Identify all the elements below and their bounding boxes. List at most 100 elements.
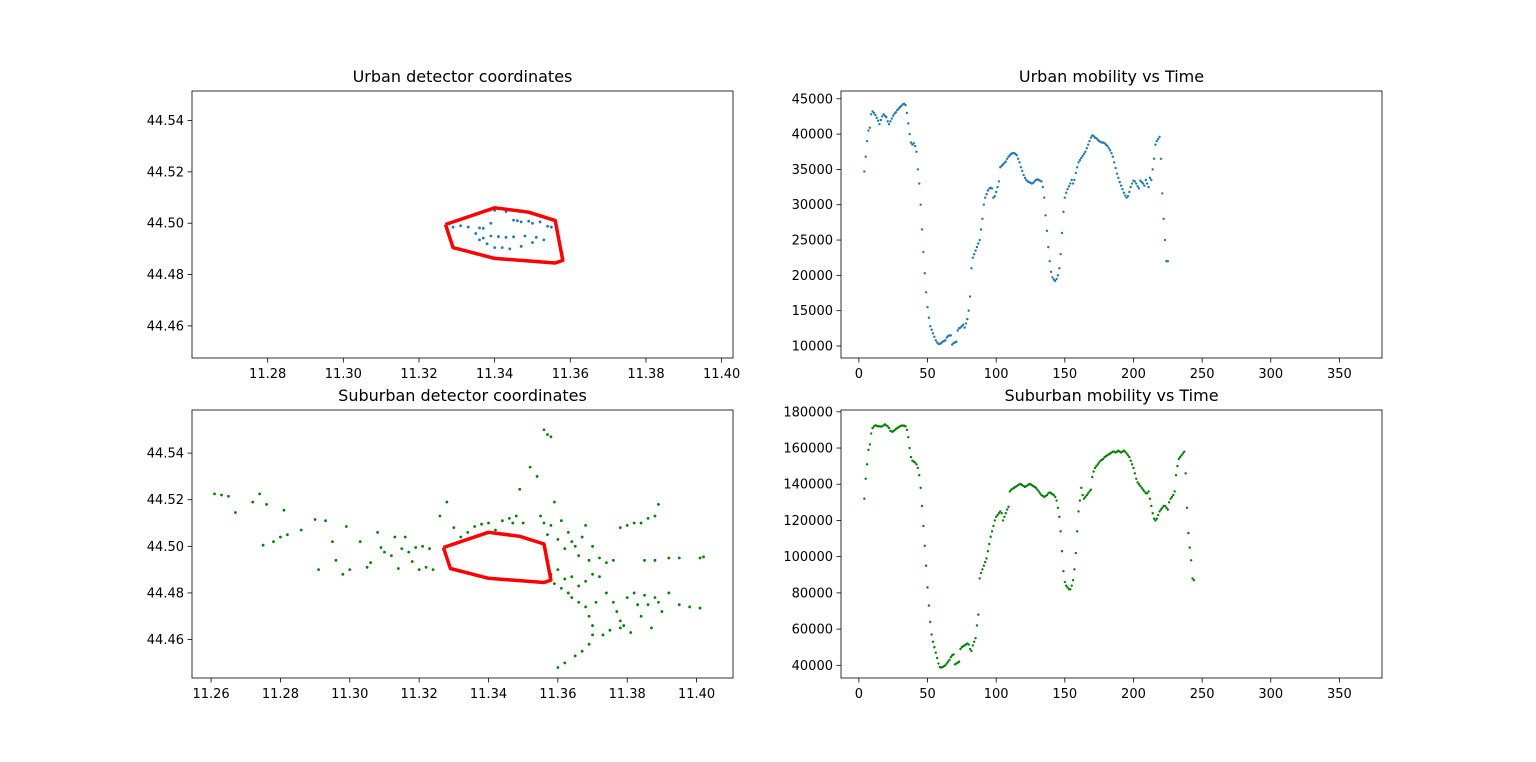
suburban-mobility-point xyxy=(1004,512,1007,515)
suburban-coords-point xyxy=(473,525,477,528)
urban-coords-point xyxy=(550,225,553,229)
suburban-coords-y-tick-label: 44.46 xyxy=(147,633,184,648)
suburban-mobility-point xyxy=(957,660,961,663)
suburban-mobility-point xyxy=(946,660,950,663)
suburban-mobility-point xyxy=(1080,486,1083,490)
suburban-coords-y-tick-label: 44.52 xyxy=(147,493,184,508)
urban-mobility-point xyxy=(981,217,984,221)
suburban-coords-point xyxy=(459,535,463,539)
urban-mobility-point xyxy=(926,305,929,309)
suburban-mobility-y-tick-label: 60000 xyxy=(792,623,833,638)
suburban-mobility-point xyxy=(1078,499,1082,502)
urban-mobility-point xyxy=(1071,182,1075,185)
suburban-coords-point xyxy=(500,519,504,523)
suburban-coords-point xyxy=(570,540,574,544)
urban-mobility-point xyxy=(934,339,937,342)
suburban-mobility-point xyxy=(1183,450,1186,453)
suburban-coords-point xyxy=(421,544,425,548)
suburban-mobility-point xyxy=(913,461,917,464)
urban-mobility-point xyxy=(1135,182,1138,185)
suburban-coords-point xyxy=(653,514,657,518)
suburban-coords-point xyxy=(667,556,671,560)
suburban-mobility-point xyxy=(1089,488,1093,491)
urban-mobility-point xyxy=(1155,139,1159,143)
suburban-mobility-point xyxy=(1085,493,1088,497)
suburban-mobility-x-tick-label: 250 xyxy=(1190,687,1215,702)
suburban-coords-point xyxy=(549,435,553,439)
urban-mobility-point xyxy=(1045,229,1049,233)
urban-mobility-point xyxy=(996,185,999,189)
suburban-coords-y-tick-label: 44.50 xyxy=(147,540,184,555)
suburban-coords-point xyxy=(587,614,591,618)
urban-mobility-point xyxy=(880,115,884,118)
suburban-mobility-point xyxy=(1102,457,1105,461)
suburban-coords-point xyxy=(622,624,626,627)
urban-mobility-point xyxy=(1129,185,1132,189)
suburban-mobility-axes: Suburban mobility vs Time 0 50 100 150 200 25… xyxy=(783,386,1383,702)
urban-mobility-point xyxy=(949,334,953,337)
urban-mobility-point xyxy=(930,328,933,331)
urban-mobility-point xyxy=(1066,187,1069,191)
urban-mobility-point xyxy=(1106,144,1109,148)
urban-coords-point xyxy=(481,236,485,240)
urban-mobility-point xyxy=(1051,276,1054,279)
suburban-coords-point xyxy=(331,540,334,544)
suburban-mobility-point xyxy=(1084,495,1087,499)
urban-mobility-point xyxy=(891,114,895,117)
suburban-coords-x-tick-label: 11.26 xyxy=(192,687,229,702)
urban-coords-x-tick-label: 11.30 xyxy=(325,367,362,382)
suburban-mobility-x-tick-label: 0 xyxy=(855,687,863,702)
suburban-mobility-point xyxy=(1165,506,1168,509)
urban-mobility-point xyxy=(971,256,975,259)
urban-coords-x-tick-label: 11.40 xyxy=(703,367,740,382)
suburban-mobility-point xyxy=(871,426,874,430)
suburban-coords-point xyxy=(261,543,265,547)
urban-coords-point xyxy=(504,235,508,239)
urban-mobility-point xyxy=(1086,143,1090,146)
suburban-mobility-y-tick-label: 100000 xyxy=(783,550,833,565)
suburban-coords-point xyxy=(556,568,560,572)
suburban-coords-point xyxy=(452,526,456,530)
urban-mobility-point xyxy=(1080,156,1083,160)
suburban-coords-point xyxy=(299,528,303,532)
suburban-coords-point xyxy=(636,603,640,606)
urban-coords-y-tick-label: 44.54 xyxy=(147,114,184,129)
suburban-coords-point xyxy=(566,591,570,595)
urban-mobility-point xyxy=(1162,217,1165,221)
suburban-mobility-point xyxy=(972,640,976,643)
urban-mobility-point xyxy=(1060,231,1064,235)
suburban-mobility-point xyxy=(975,624,979,627)
suburban-coords-point xyxy=(313,518,317,521)
suburban-coords-point xyxy=(653,558,657,562)
suburban-coords-point xyxy=(657,600,660,604)
suburban-mobility-point xyxy=(919,486,922,490)
suburban-mobility-point xyxy=(864,477,867,481)
urban-mobility-frame xyxy=(840,90,1383,359)
suburban-mobility-point xyxy=(1173,490,1176,493)
suburban-coords-point xyxy=(213,492,216,496)
urban-mobility-point xyxy=(1081,154,1084,158)
urban-mobility-point xyxy=(1121,187,1124,191)
urban-mobility-point xyxy=(1064,191,1068,194)
urban-mobility-point xyxy=(933,335,936,339)
urban-mobility-point xyxy=(1158,135,1161,139)
suburban-mobility-point xyxy=(1069,588,1072,591)
suburban-coords-point xyxy=(521,521,525,525)
suburban-coords-point xyxy=(539,514,542,518)
urban-mobility-point xyxy=(913,144,917,148)
urban-mobility-point xyxy=(907,122,910,125)
urban-coords-x-tick-label: 11.34 xyxy=(476,367,513,382)
suburban-mobility-point xyxy=(1178,455,1182,459)
suburban-coords-point xyxy=(677,556,681,560)
urban-coords-axes: Urban detector coordinates 11.28 11.30 11.… xyxy=(147,67,740,382)
suburban-mobility-point xyxy=(920,504,924,508)
suburban-coords-point xyxy=(577,600,581,604)
suburban-mobility-point xyxy=(968,647,972,651)
suburban-mobility-point xyxy=(1136,481,1139,484)
urban-mobility-point xyxy=(919,203,922,206)
urban-mobility-point xyxy=(983,196,987,199)
suburban-coords-x-tick-label: 11.40 xyxy=(678,687,715,702)
urban-mobility-point xyxy=(1159,157,1163,161)
suburban-mobility-point xyxy=(1166,508,1169,511)
urban-mobility-point xyxy=(876,119,880,122)
